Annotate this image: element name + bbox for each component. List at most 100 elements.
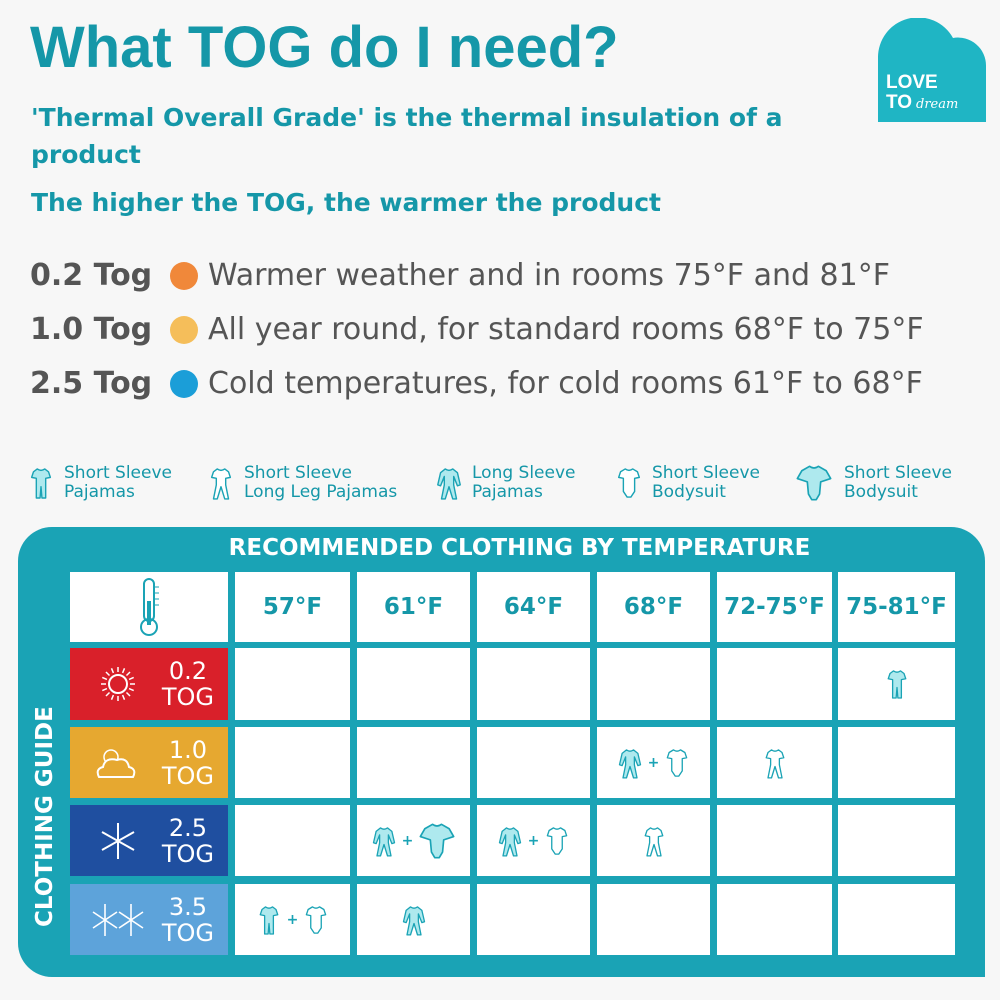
legend-line2: Pajamas	[64, 482, 135, 502]
svg-text:dream: dream	[916, 97, 958, 112]
subtitle-tog: The higher the TOG, the warmer the produ…	[31, 188, 662, 217]
temperature-header: 75-81°F	[838, 572, 955, 642]
tog-rating: 1.0 TOG	[162, 737, 214, 789]
tog-unit: TOG	[161, 918, 214, 947]
plus-sign: +	[401, 832, 414, 849]
plus-sign: +	[647, 754, 660, 771]
tog-number: 2.5	[168, 813, 207, 842]
table-cell: +	[477, 805, 590, 876]
love-to-dream-logo: LOVE TO dream	[878, 18, 987, 122]
legend-item: Long Sleeve Pajamas	[434, 463, 576, 503]
table-cell	[597, 884, 710, 955]
ls-pajamas-icon	[498, 826, 521, 857]
subtitle-line: product	[31, 140, 141, 169]
legend-item: Short Sleeve Bodysuit	[792, 463, 952, 503]
table-cell	[717, 648, 832, 720]
tog-rating: 0.2 TOG	[162, 658, 214, 710]
table-cell	[357, 648, 470, 720]
tog-guide-item: 0.2 Tog Warmer weather and in rooms 75°F …	[30, 258, 890, 293]
subtitle-definition: 'Thermal Overall Grade' is the thermal i…	[31, 99, 783, 173]
table-cell	[717, 884, 832, 955]
ls-pajamas-icon	[402, 905, 425, 936]
snowflake-icon	[101, 822, 135, 859]
tog-description: Warmer weather and in rooms 75°F and 81°…	[208, 258, 890, 293]
legend-label: Short Sleeve Bodysuit	[652, 464, 760, 502]
table-cell: +	[597, 727, 710, 798]
plus-sign: +	[286, 911, 299, 928]
tog-color-dot	[170, 261, 198, 290]
tog-row-label: 2.5 TOG	[70, 805, 228, 876]
tog-row-label: 0.2 TOG	[70, 648, 228, 720]
legend-line1: Short Sleeve	[64, 463, 172, 483]
ss-bodysuit-wide-icon	[419, 823, 455, 858]
temperature-header: 57°F	[235, 572, 350, 642]
legend-line1: Short Sleeve	[844, 463, 952, 483]
ss-bodysuit-icon	[306, 905, 327, 934]
thermometer-icon	[140, 578, 159, 636]
legend-label: Short Sleeve Pajamas	[64, 464, 172, 502]
table-cell	[477, 648, 590, 720]
table-cell	[717, 727, 832, 798]
temperature-header: 68°F	[597, 572, 710, 642]
tog-description: Cold temperatures, for cold rooms 61°F t…	[208, 366, 923, 401]
double-snowflake-icon	[92, 903, 144, 936]
subtitle-line: 'Thermal Overall Grade' is the thermal i…	[31, 103, 783, 132]
sun-icon	[101, 667, 135, 701]
legend-line2: Long Leg Pajamas	[244, 482, 398, 502]
legend-line1: Short Sleeve	[652, 463, 760, 483]
legend-line2: Pajamas	[472, 482, 543, 502]
table-cell	[235, 727, 350, 798]
ls-pajamas-icon	[618, 748, 641, 779]
legend-line2: Bodysuit	[844, 482, 918, 502]
tog-guide-item: 1.0 Tog All year round, for standard room…	[30, 312, 924, 347]
tog-value: 1.0 Tog	[30, 312, 153, 347]
tog-value: 0.2 Tog	[30, 258, 153, 293]
tog-rating: 2.5 TOG	[162, 815, 214, 867]
ss-pajamas-icon	[887, 670, 906, 699]
table-cell	[235, 648, 350, 720]
tog-unit: TOG	[161, 683, 214, 711]
ss-bodysuit-icon	[617, 468, 641, 498]
tog-unit: TOG	[161, 761, 214, 790]
page-title: What TOG do I need?	[30, 15, 619, 80]
thermometer-header-cell	[70, 572, 228, 642]
temperature-header: 61°F	[357, 572, 470, 642]
legend-line1: Short Sleeve	[244, 463, 352, 483]
svg-text:LOVE: LOVE	[886, 72, 938, 93]
tog-number: 0.2	[168, 657, 207, 685]
table-title: RECOMMENDED CLOTHING BY TEMPERATURE	[228, 535, 811, 561]
legend-line2: Bodysuit	[652, 482, 726, 502]
tog-number: 3.5	[168, 892, 207, 921]
tog-color-dot	[170, 315, 198, 344]
legend-label: Short Sleeve Long Leg Pajamas	[244, 464, 397, 502]
table-cell	[597, 648, 710, 720]
table-cell	[838, 648, 955, 720]
legend-label: Long Sleeve Pajamas	[472, 464, 576, 502]
tog-row-label: 3.5 TOG	[70, 884, 228, 955]
legend-item: Short Sleeve Bodysuit	[614, 463, 760, 503]
ss-pajamas-icon	[259, 905, 279, 935]
table-cell	[597, 805, 710, 876]
ss-bodysuit-icon	[547, 826, 568, 855]
temperature-header: 72-75°F	[717, 572, 832, 642]
table-cell	[477, 727, 590, 798]
tog-guide-item: 2.5 Tog Cold temperatures, for cold rooms…	[30, 366, 923, 401]
tog-value: 2.5 Tog	[30, 366, 153, 401]
side-label: CLOTHING GUIDE	[32, 706, 58, 927]
table-cell	[357, 727, 470, 798]
temperature-header: 64°F	[477, 572, 590, 642]
ss-pajamas-icon	[30, 468, 52, 499]
sun-cloud-icon	[96, 748, 136, 778]
table-cell: +	[357, 805, 470, 876]
legend-item: Short Sleeve Pajamas	[26, 463, 172, 503]
table-cell	[357, 884, 470, 955]
legend-line1: Long Sleeve	[472, 463, 576, 483]
ls-pajamas-icon	[437, 468, 461, 500]
ss-longleg-icon	[210, 468, 232, 500]
ss-bodysuit-icon	[667, 748, 688, 777]
tog-color-dot	[170, 369, 198, 398]
table-cell	[717, 805, 832, 876]
clothing-guide-table: RECOMMENDED CLOTHING BY TEMPERATURE CLOT…	[18, 527, 985, 977]
table-cell	[838, 805, 955, 876]
table-cell	[477, 884, 590, 955]
